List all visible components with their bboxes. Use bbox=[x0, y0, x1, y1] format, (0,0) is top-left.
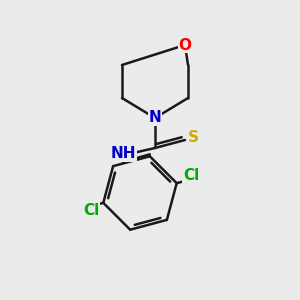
Text: Cl: Cl bbox=[83, 203, 99, 218]
Text: S: S bbox=[188, 130, 199, 146]
Text: O: O bbox=[178, 38, 191, 52]
Text: NH: NH bbox=[110, 146, 136, 161]
Text: Cl: Cl bbox=[183, 168, 199, 183]
Text: N: N bbox=[148, 110, 161, 125]
